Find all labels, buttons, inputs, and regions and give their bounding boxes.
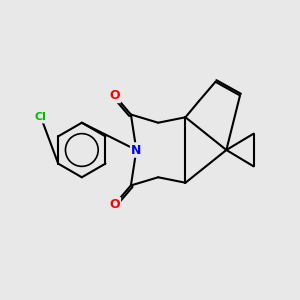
Text: O: O (109, 89, 120, 102)
Text: Cl: Cl (35, 112, 47, 122)
Text: N: N (131, 143, 142, 157)
Text: O: O (109, 198, 120, 211)
